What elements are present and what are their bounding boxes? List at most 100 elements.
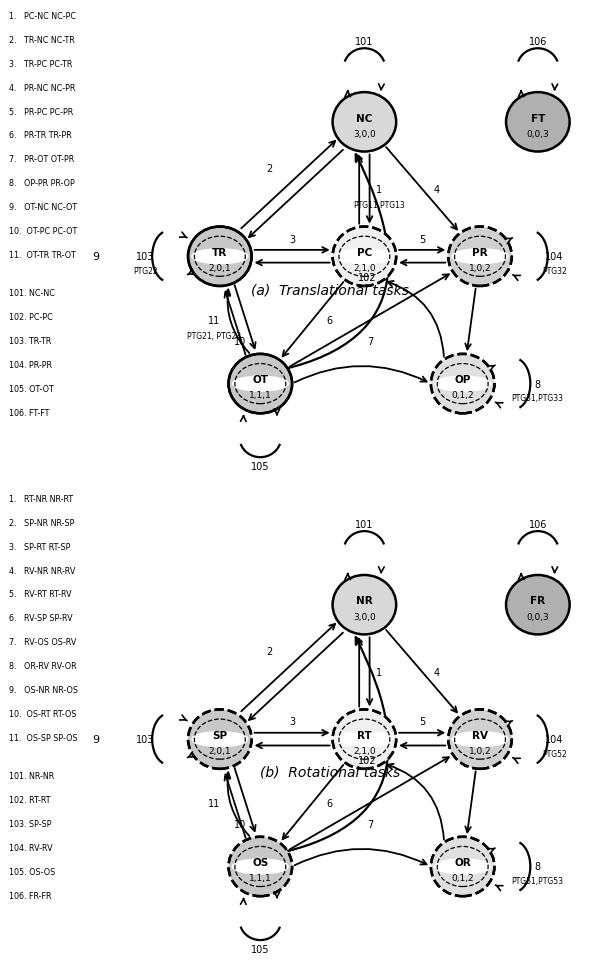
Ellipse shape — [232, 376, 289, 392]
Text: 8.   OR-RV RV-OR: 8. OR-RV RV-OR — [9, 661, 77, 671]
Text: 4: 4 — [434, 185, 440, 195]
Ellipse shape — [336, 731, 393, 748]
Text: 4.   RV-NR NR-RV: 4. RV-NR NR-RV — [9, 566, 75, 575]
Text: 3: 3 — [289, 717, 295, 727]
Text: PTG21, PTG23: PTG21, PTG23 — [187, 332, 241, 340]
Text: (a)  Translational tasks: (a) Translational tasks — [251, 283, 409, 297]
Ellipse shape — [228, 837, 292, 897]
Text: TR: TR — [212, 248, 228, 258]
Text: 1,0,2: 1,0,2 — [468, 746, 491, 755]
Ellipse shape — [448, 228, 512, 286]
Text: FR: FR — [530, 596, 545, 605]
Ellipse shape — [333, 576, 396, 635]
Text: 10: 10 — [234, 819, 246, 829]
Text: OP: OP — [454, 375, 471, 385]
Text: 8: 8 — [534, 862, 540, 872]
Ellipse shape — [431, 355, 494, 414]
Text: 11: 11 — [208, 798, 220, 808]
Text: RT: RT — [357, 730, 372, 740]
Text: 2,1,0: 2,1,0 — [353, 264, 376, 273]
Ellipse shape — [506, 93, 570, 153]
Text: 7: 7 — [367, 819, 373, 829]
Text: 104: 104 — [545, 734, 564, 745]
Text: 9.   OT-NC NC-OT: 9. OT-NC NC-OT — [9, 203, 77, 212]
Text: PTG32: PTG32 — [542, 266, 567, 276]
Text: 3.   SP-RT RT-SP: 3. SP-RT RT-SP — [9, 542, 70, 551]
Ellipse shape — [333, 93, 396, 153]
Text: 105. OT-OT: 105. OT-OT — [9, 384, 54, 394]
Text: 106: 106 — [529, 37, 547, 47]
Ellipse shape — [333, 709, 396, 769]
Text: 106. FR-FR: 106. FR-FR — [9, 891, 51, 899]
Text: 105. OS-OS: 105. OS-OS — [9, 867, 55, 875]
Text: NR: NR — [356, 596, 373, 605]
Ellipse shape — [333, 228, 396, 286]
Ellipse shape — [434, 858, 491, 875]
Text: 106. FT-FT: 106. FT-FT — [9, 408, 49, 417]
Text: PTG22: PTG22 — [133, 266, 158, 276]
Text: OR: OR — [454, 857, 471, 868]
Text: FT: FT — [530, 113, 545, 123]
Text: 102. RT-RT: 102. RT-RT — [9, 796, 50, 804]
Text: (b)  Rotational tasks: (b) Rotational tasks — [260, 765, 400, 779]
Text: 1,1,1: 1,1,1 — [249, 874, 271, 882]
Text: 5.   RV-RT RT-RV: 5. RV-RT RT-RV — [9, 590, 71, 599]
Text: PTG31,PTG33: PTG31,PTG33 — [512, 394, 563, 403]
Text: 1,0,2: 1,0,2 — [468, 264, 491, 273]
Text: 101. NR-NR: 101. NR-NR — [9, 772, 54, 780]
Text: 103: 103 — [136, 734, 155, 745]
Text: RV: RV — [472, 730, 488, 740]
Text: 102: 102 — [358, 273, 376, 283]
Text: 4.   PR-NC NC-PR: 4. PR-NC NC-PR — [9, 84, 75, 92]
Text: OT: OT — [253, 375, 268, 385]
Ellipse shape — [191, 731, 248, 748]
Ellipse shape — [232, 858, 289, 875]
Text: 5: 5 — [419, 234, 425, 244]
Ellipse shape — [336, 249, 393, 265]
Text: 6.   RV-SP SP-RV: 6. RV-SP SP-RV — [9, 614, 73, 623]
Ellipse shape — [191, 249, 248, 265]
Text: 3,0,0: 3,0,0 — [353, 130, 376, 138]
Text: 2: 2 — [266, 646, 272, 656]
Text: 6.   PR-TR TR-PR: 6. PR-TR TR-PR — [9, 132, 71, 140]
Text: 3: 3 — [289, 234, 295, 244]
Text: 101: 101 — [355, 37, 373, 47]
Text: 8.   OP-PR PR-OP: 8. OP-PR PR-OP — [9, 179, 74, 188]
Text: 2: 2 — [266, 163, 272, 174]
Text: 9: 9 — [92, 734, 99, 745]
Text: 0,0,3: 0,0,3 — [526, 130, 549, 138]
Ellipse shape — [434, 376, 491, 392]
Text: SP: SP — [212, 730, 227, 740]
Text: 11.  OS-SP SP-OS: 11. OS-SP SP-OS — [9, 733, 77, 742]
Text: 2.   TR-NC NC-TR: 2. TR-NC NC-TR — [9, 36, 74, 45]
Text: 102: 102 — [358, 755, 376, 766]
Text: 0,1,2: 0,1,2 — [451, 391, 474, 400]
Ellipse shape — [188, 228, 252, 286]
Text: 103: 103 — [136, 252, 155, 262]
Text: OS: OS — [252, 857, 268, 868]
Text: 1: 1 — [376, 185, 382, 195]
Text: 1: 1 — [376, 667, 382, 678]
Text: 10.  OT-PC PC-OT: 10. OT-PC PC-OT — [9, 227, 77, 235]
Text: 1.   RT-NR NR-RT: 1. RT-NR NR-RT — [9, 494, 73, 504]
Text: 5: 5 — [419, 717, 425, 727]
Text: 2,0,1: 2,0,1 — [208, 746, 231, 755]
Text: PTG11,PTG13: PTG11,PTG13 — [353, 201, 405, 209]
Text: 0,0,3: 0,0,3 — [526, 612, 549, 621]
Ellipse shape — [431, 837, 494, 897]
Text: PTG52: PTG52 — [542, 749, 567, 758]
Text: 105: 105 — [251, 945, 270, 954]
Text: 1,1,1: 1,1,1 — [249, 391, 271, 400]
Text: 7: 7 — [367, 336, 373, 347]
Text: 10.  OS-RT RT-OS: 10. OS-RT RT-OS — [9, 709, 76, 718]
Text: 7.   RV-OS OS-RV: 7. RV-OS OS-RV — [9, 637, 76, 647]
Text: 2,1,0: 2,1,0 — [353, 746, 376, 755]
Text: 11: 11 — [208, 315, 220, 326]
Text: 102. PC-PC: 102. PC-PC — [9, 313, 53, 322]
Text: 1.   PC-NC NC-PC: 1. PC-NC NC-PC — [9, 12, 76, 21]
Text: NC: NC — [356, 113, 372, 123]
Text: 6: 6 — [327, 798, 333, 808]
Text: 11.  OT-TR TR-OT: 11. OT-TR TR-OT — [9, 251, 76, 259]
Text: 10: 10 — [234, 336, 246, 347]
Ellipse shape — [188, 709, 252, 769]
